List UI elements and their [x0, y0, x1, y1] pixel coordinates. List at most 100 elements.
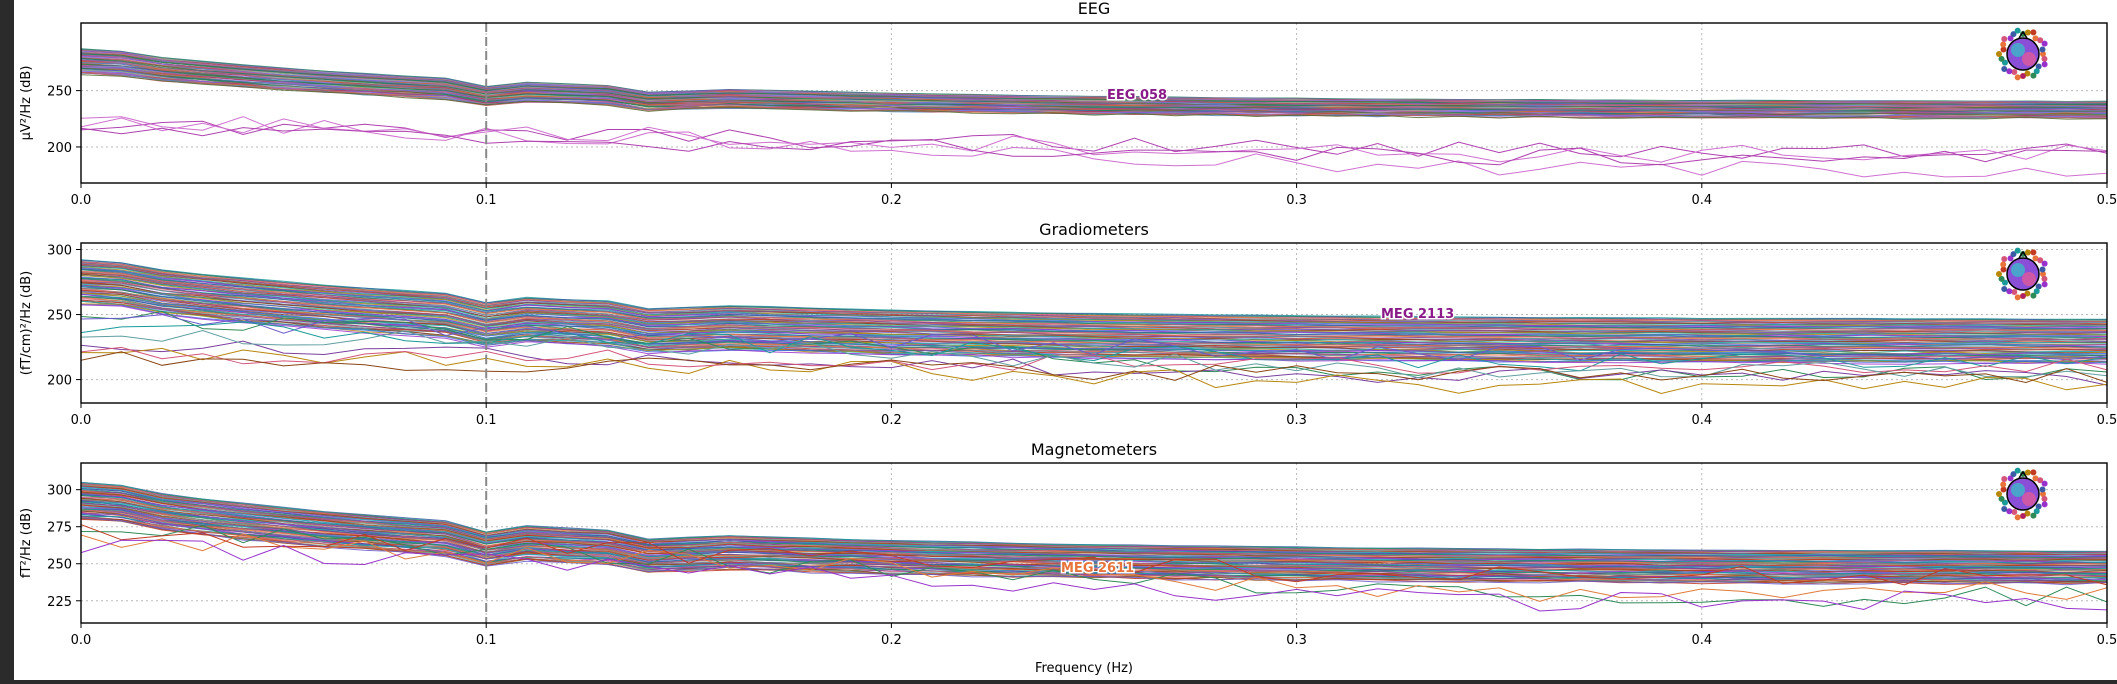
sensor-dot: [2014, 74, 2021, 81]
sensor-dot: [2030, 29, 2037, 36]
sensor-dot: [2014, 294, 2021, 301]
sensor-dot: [2035, 503, 2042, 510]
channel-trace: [81, 292, 2107, 354]
sensor-dot: [2020, 513, 2026, 519]
panel-title: Magnetometers: [1031, 440, 1157, 459]
channel-trace: [81, 296, 2107, 357]
psd-chart-svg: EEG EEG 058 0.0 0.1 0.2 0.3 0.4 0.5 200 250 µV²/Hz…: [19, 0, 2117, 676]
sensor-dot: [2000, 46, 2007, 53]
sensor-dot: [1996, 491, 2002, 497]
x-tick-label: 0.5: [2097, 633, 2117, 648]
channel-trace: [81, 277, 2107, 340]
outlier-trace: [81, 346, 2107, 374]
channel-trace: [81, 71, 2107, 118]
x-tick-label: 0.0: [71, 633, 92, 648]
sensor-dot: [2041, 55, 2048, 62]
sensor-dot: [2040, 491, 2046, 497]
panel-gradiometers: Gradiometers MEG 2113 0.0 0.1 0.2 0.3 0.4 0.5 20…: [19, 220, 2117, 428]
channel-trace: [81, 62, 2107, 112]
sensor-dot: [2010, 251, 2017, 258]
head-nose: [2018, 250, 2028, 259]
sensor-dot: [2041, 275, 2048, 282]
head-fill: [2011, 43, 2025, 57]
channel-trace: [81, 72, 2107, 120]
sensor-dot: [2000, 481, 2007, 488]
sensor-dot: [2010, 471, 2017, 478]
head-nose: [2018, 30, 2028, 39]
sensor-dot: [1998, 495, 2005, 502]
outlier-trace: [81, 340, 2107, 386]
plot-frame: [80, 242, 2108, 404]
sensor-dot: [2001, 65, 2008, 72]
y-axis-label: fT²/Hz (dB): [19, 508, 34, 578]
highlight-channel-label: EEG 058: [1107, 88, 1167, 103]
x-tick-label: 0.1: [476, 413, 497, 428]
sensor-dot: [2032, 35, 2039, 42]
panel-title: Gradiometers: [1039, 220, 1149, 239]
head-fill: [2022, 272, 2036, 286]
sensor-dot: [2014, 27, 2021, 34]
sensor-dot: [1998, 55, 2005, 62]
channel-trace: [81, 304, 2107, 365]
sensor-dot: [2024, 469, 2031, 476]
x-tick-label: 0.3: [1286, 413, 1307, 428]
traces: [81, 48, 2107, 178]
sensor-dot: [2000, 266, 2007, 273]
sensor-headmap-legend: [1996, 467, 2048, 521]
sensor-dot: [2041, 281, 2048, 288]
channel-trace: [81, 507, 2107, 575]
channel-trace: [81, 290, 2107, 352]
outlier-trace: [81, 127, 2107, 166]
sensor-dot: [2033, 288, 2040, 295]
sensor-dot: [2007, 35, 2014, 42]
channel-trace: [81, 300, 2107, 361]
sensor-dot: [2000, 486, 2007, 493]
sensor-dot: [2011, 69, 2018, 76]
sensor-dot: [2039, 266, 2046, 273]
sensor-dot: [2032, 475, 2039, 482]
sensor-dot: [2001, 505, 2008, 512]
sensor-dot: [2037, 477, 2044, 484]
outlier-trace: [81, 329, 2107, 379]
sensor-dot: [2039, 46, 2046, 53]
highlight-channel-label: MEG 2611: [1061, 561, 1134, 576]
sensor-dot: [2032, 255, 2039, 262]
head-fill: [2022, 52, 2036, 66]
outlier-trace: [81, 321, 2107, 372]
panel-eeg: EEG EEG 058 0.0 0.1 0.2 0.3 0.4 0.5 200 250 µV²/Hz…: [19, 0, 2117, 208]
sensor-dot: [2006, 68, 2013, 75]
panel-title: EEG: [1078, 0, 1111, 18]
sensor-dot: [2033, 508, 2040, 515]
outlier-trace: [81, 533, 2107, 602]
x-tick-label: 0.0: [71, 413, 92, 428]
outlier-trace: [81, 314, 2107, 361]
sensor-dot: [2011, 509, 2018, 516]
x-tick-label: 0.3: [1286, 633, 1307, 648]
channel-trace: [81, 266, 2107, 327]
sensor-dot: [2001, 36, 2008, 43]
y-tick-label: 250: [47, 85, 72, 100]
y-axis-label: (fT/cm)²/Hz (dB): [19, 271, 34, 376]
x-tick-label: 0.5: [2097, 193, 2117, 208]
sensor-dot: [2011, 289, 2018, 296]
x-tick-label: 0.0: [71, 193, 92, 208]
sensor-dot: [2001, 476, 2008, 483]
sensor-dot: [2041, 61, 2048, 68]
sensor-dot: [2006, 288, 2013, 295]
sensor-headmap-legend: [1996, 27, 2048, 81]
sensor-dot: [2001, 256, 2008, 263]
y-axis-label: µV²/Hz (dB): [19, 66, 34, 141]
sensor-dot: [2006, 508, 2013, 515]
sensor-dot: [2000, 261, 2007, 268]
y-tick-label: 200: [47, 141, 72, 156]
sensor-dot: [2001, 285, 2008, 292]
head-fill: [2011, 263, 2025, 277]
sensor-dot: [2000, 41, 2007, 48]
sensor-dot: [2033, 68, 2040, 75]
head-nose: [2018, 470, 2028, 479]
sensor-dot: [2024, 70, 2031, 77]
sensor-dot: [2014, 247, 2021, 254]
channel-trace: [81, 55, 2107, 107]
channel-trace: [81, 263, 2107, 325]
x-tick-label: 0.4: [1691, 633, 1712, 648]
